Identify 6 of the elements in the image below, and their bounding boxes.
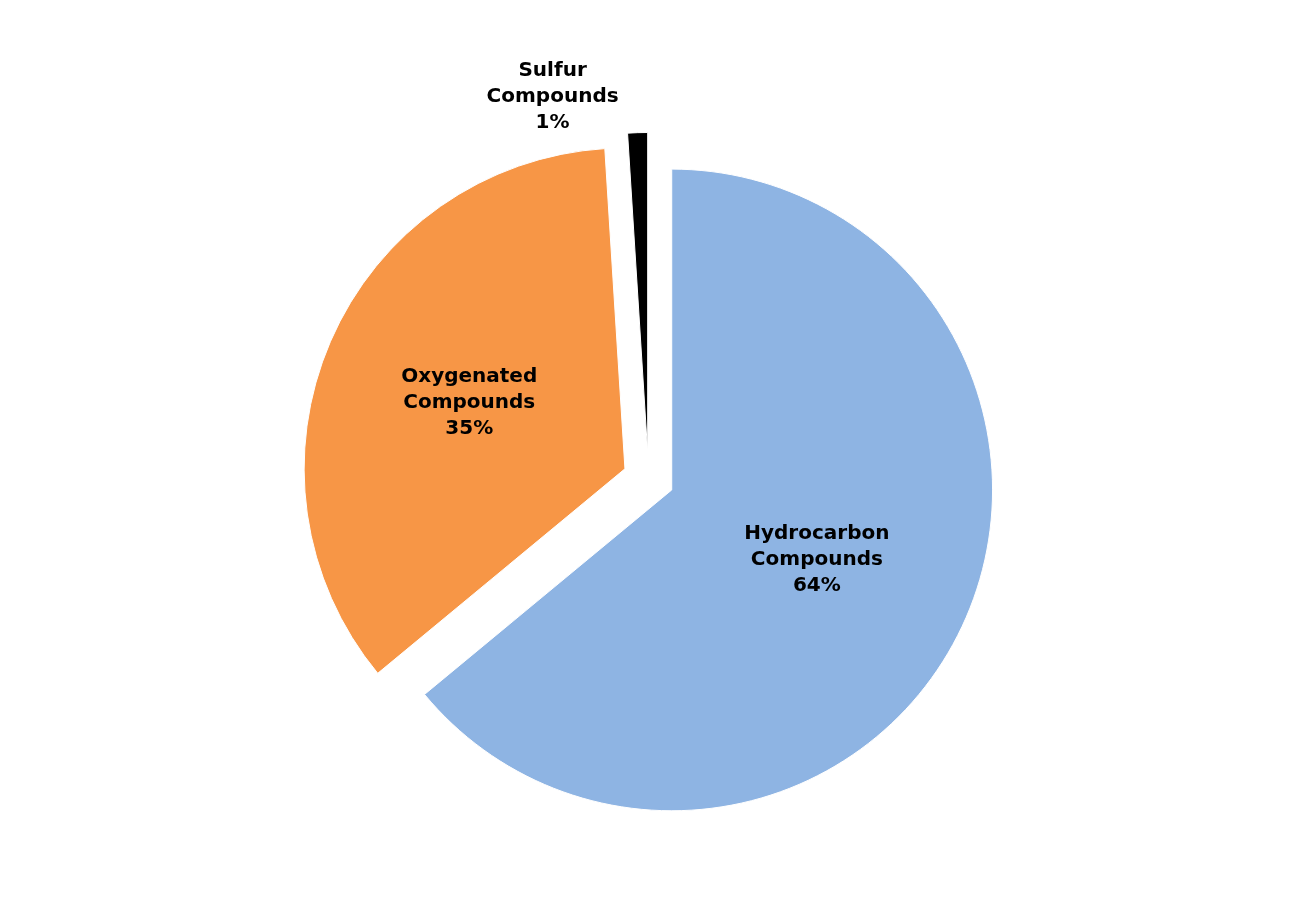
slice-label: Hydrocarbon Compounds <box>744 520 890 571</box>
slice-label: Sulfur Compounds <box>486 56 619 107</box>
data-label: 64% <box>792 572 841 597</box>
slice-label: Oxygenated Compounds <box>401 363 538 414</box>
data-label: 1% <box>535 108 570 133</box>
data-label: 35% <box>445 415 494 440</box>
